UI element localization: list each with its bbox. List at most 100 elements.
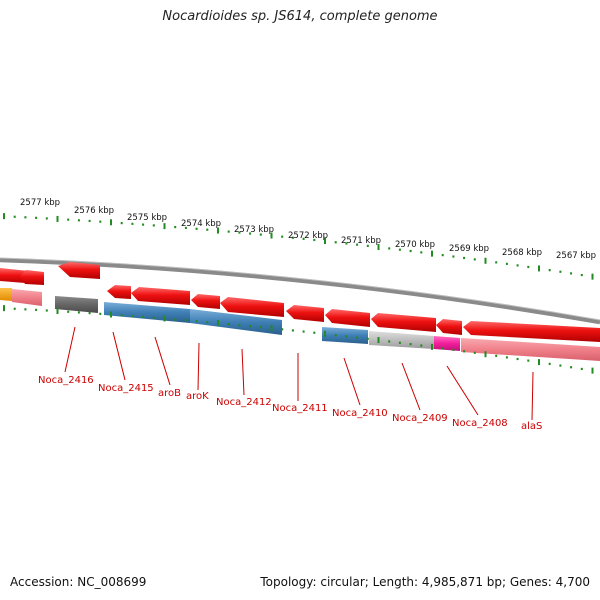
- minor-tick: [420, 251, 423, 254]
- minor-tick: [388, 247, 391, 250]
- minor-tick: [580, 367, 583, 371]
- minor-tick: [463, 350, 466, 353]
- minor-tick: [334, 334, 337, 337]
- major-tick: [56, 308, 59, 315]
- major-tick: [110, 219, 112, 226]
- minor-tick: [174, 225, 177, 229]
- minor-tick: [473, 258, 476, 261]
- major-tick: [591, 273, 594, 280]
- minor-tick: [99, 312, 102, 315]
- minor-tick: [88, 312, 91, 315]
- scale-label: 2572 kbp: [288, 231, 328, 241]
- major-tick: [56, 215, 59, 222]
- minor-tick: [13, 307, 16, 310]
- minor-tick: [195, 320, 198, 323]
- accession-text: Accession: NC_008699: [10, 575, 147, 589]
- minor-tick: [334, 241, 337, 244]
- outer-tick-marks: [3, 213, 594, 280]
- minor-tick: [473, 351, 476, 354]
- cds-arrow: [58, 262, 100, 279]
- major-tick: [324, 238, 326, 245]
- minor-tick: [505, 262, 508, 265]
- major-tick: [484, 351, 487, 358]
- scale-label: 2570 kbp: [395, 240, 435, 250]
- minor-tick: [152, 224, 155, 227]
- minor-tick: [195, 227, 198, 230]
- minor-tick: [559, 270, 562, 273]
- major-tick: [377, 337, 380, 344]
- minor-tick: [527, 359, 530, 362]
- minor-tick: [259, 326, 262, 329]
- minor-tick: [345, 242, 348, 245]
- minor-tick: [238, 231, 241, 234]
- major-tick: [431, 250, 433, 257]
- minor-tick: [452, 255, 455, 258]
- cog-ring: [0, 288, 600, 361]
- gene-label: aroB: [158, 388, 181, 399]
- minor-tick: [398, 248, 401, 251]
- major-tick: [270, 325, 273, 332]
- minor-tick: [570, 272, 573, 275]
- minor-tick: [142, 223, 145, 226]
- gene-label: Noca_2416: [38, 375, 94, 386]
- minor-tick: [548, 269, 551, 272]
- minor-tick: [281, 235, 284, 238]
- scale-label: 2575 kbp: [127, 213, 167, 223]
- minor-tick: [206, 228, 209, 231]
- gene-label: Noca_2411: [272, 403, 328, 414]
- major-tick: [538, 359, 540, 366]
- scale-label: 2576 kbp: [74, 206, 114, 216]
- scale-label: 2577 kbp: [20, 198, 60, 208]
- minor-tick: [420, 344, 423, 347]
- major-tick: [3, 213, 5, 220]
- minor-tick: [120, 314, 123, 317]
- minor-tick: [580, 273, 583, 277]
- cds-arrow: [371, 313, 436, 332]
- minor-tick: [67, 218, 70, 221]
- cds-arrow: [463, 321, 600, 342]
- minor-tick: [291, 329, 294, 332]
- minor-tick: [516, 264, 519, 267]
- minor-tick: [441, 347, 444, 350]
- minor-tick: [495, 261, 498, 264]
- scale-label: 2574 kbp: [181, 219, 221, 229]
- minor-tick: [452, 348, 455, 351]
- major-tick: [484, 257, 487, 264]
- minor-tick: [120, 221, 123, 225]
- minor-tick: [505, 356, 508, 359]
- minor-tick: [313, 238, 316, 242]
- scale-label: 2569 kbp: [449, 244, 489, 254]
- major-tick: [431, 343, 433, 350]
- gene-label: Noca_2412: [216, 397, 272, 408]
- minor-tick: [516, 357, 519, 361]
- gene-label: Noca_2410: [332, 408, 388, 419]
- minor-tick: [227, 322, 230, 326]
- minor-tick: [45, 217, 48, 220]
- major-tick: [538, 265, 540, 272]
- inner-tick-marks: [3, 305, 594, 374]
- minor-tick: [345, 335, 348, 338]
- minor-tick: [398, 341, 401, 344]
- scale-label: 2573 kbp: [234, 225, 274, 235]
- minor-tick: [35, 216, 38, 219]
- scale-label: 2567 kbp: [556, 251, 596, 261]
- gene-labels: Noca_2416 Noca_2415 aroB aroK Noca_2412 …: [38, 375, 542, 432]
- minor-tick: [99, 220, 102, 223]
- major-tick: [217, 227, 219, 234]
- minor-tick: [313, 331, 316, 334]
- minor-tick: [227, 230, 230, 233]
- topology-summary: Topology: circular; Length: 4,985,871 bp…: [260, 575, 590, 589]
- minor-tick: [302, 237, 305, 240]
- minor-tick: [356, 243, 359, 246]
- major-tick: [163, 223, 166, 230]
- minor-tick: [24, 308, 27, 311]
- minor-tick: [206, 321, 209, 324]
- minor-tick: [463, 256, 466, 260]
- minor-tick: [441, 254, 444, 257]
- minor-tick: [238, 324, 241, 327]
- minor-tick: [559, 364, 562, 367]
- cds-features-forward: [0, 262, 600, 342]
- gene-label: Noca_2409: [392, 413, 448, 424]
- major-tick: [591, 367, 594, 374]
